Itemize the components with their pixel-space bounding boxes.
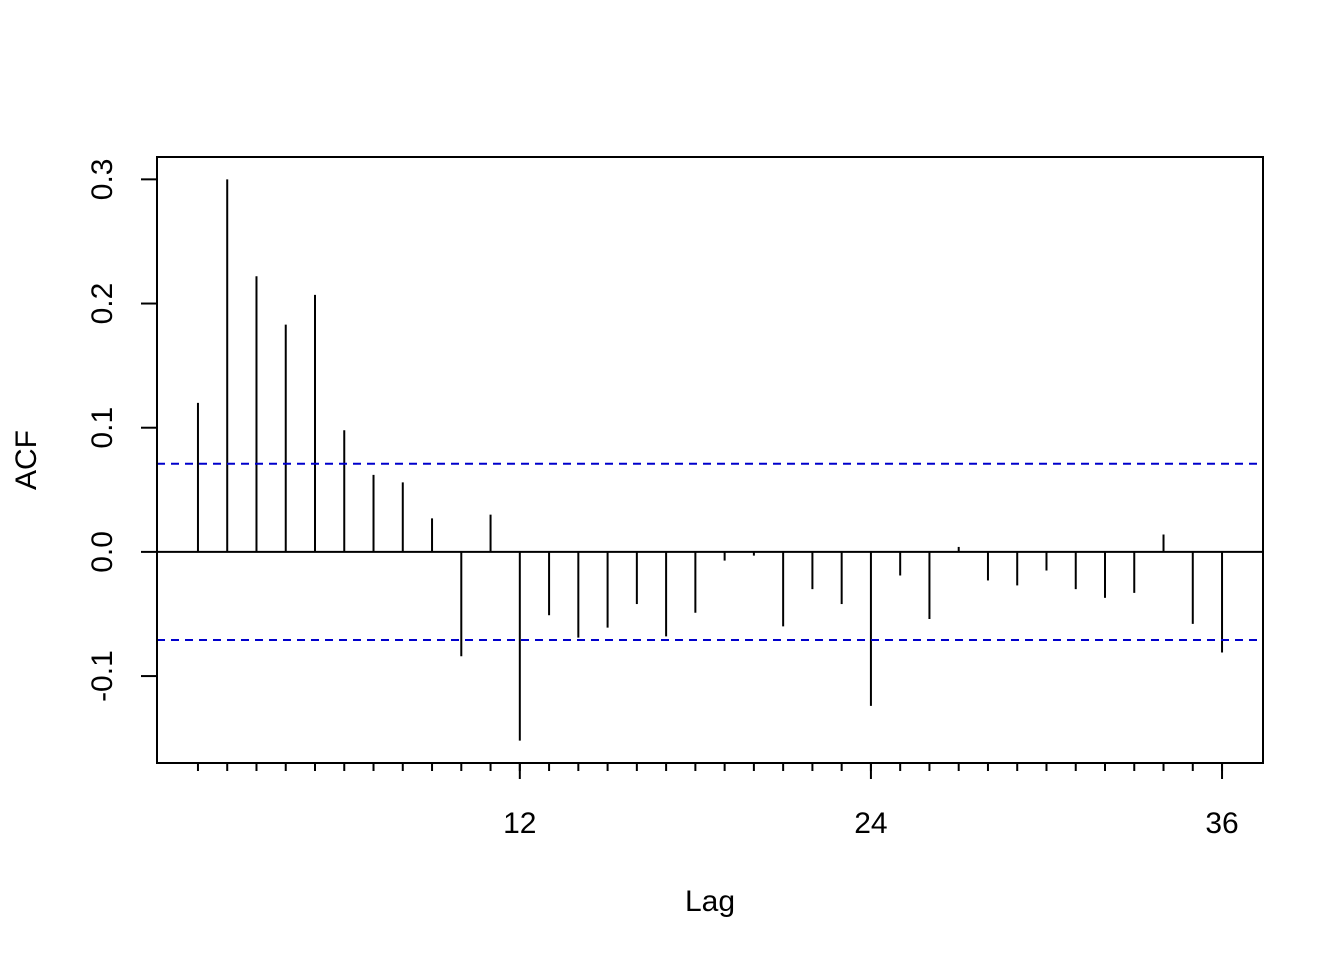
x-tick-label: 12 [503,807,536,840]
y-tick-label: 0.2 [86,283,119,325]
plot-frame [156,156,1264,764]
x-tick-label: 24 [854,807,887,840]
y-axis-label: ACF [10,430,43,490]
y-tick-label: 0.0 [86,531,119,573]
y-axis: -0.1 0.0 0.1 0.2 0.3 [86,158,158,702]
y-tick-label: -0.1 [86,650,119,702]
x-tick-label: 36 [1205,807,1238,840]
x-axis: 12 24 36 [196,762,1239,840]
y-tick-label: 0.3 [86,158,119,200]
x-axis-label: Lag [685,885,735,918]
acf-bars [196,179,1224,741]
y-tick-label: 0.1 [86,407,119,449]
